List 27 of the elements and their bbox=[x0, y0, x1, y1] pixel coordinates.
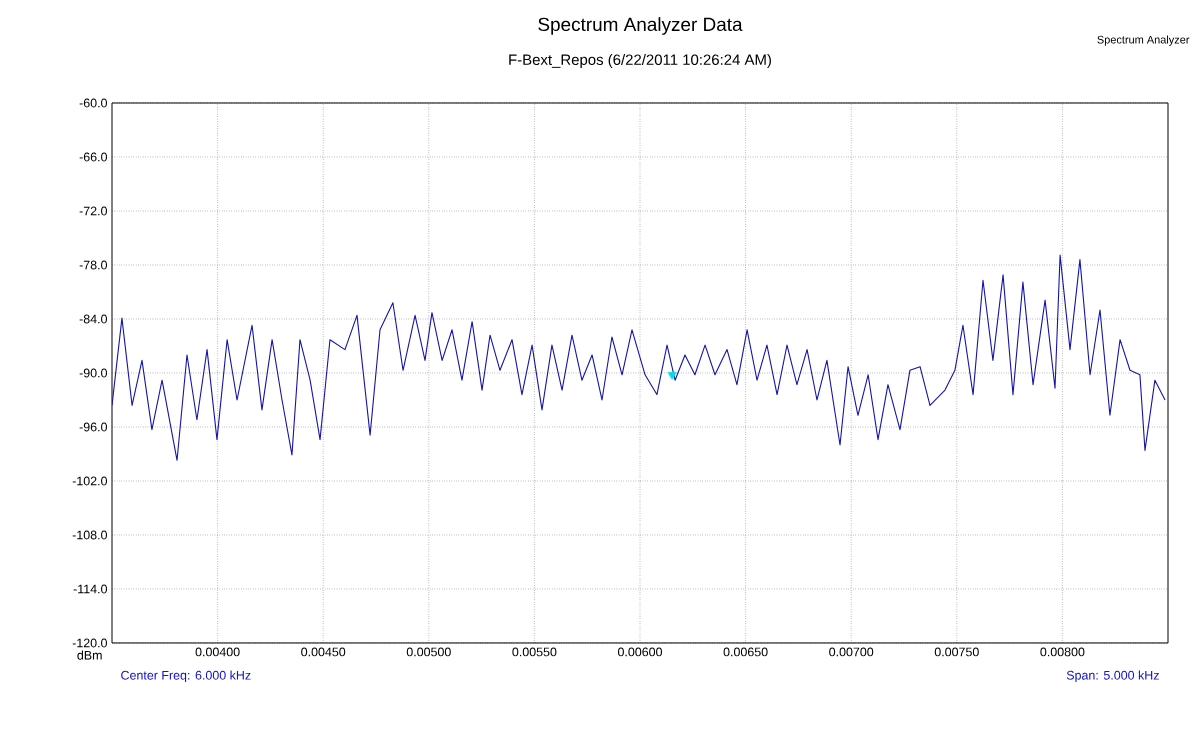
y-tick-label: -102.0 bbox=[72, 476, 107, 486]
y-tick-label: -72.0 bbox=[79, 206, 107, 216]
y-tick-label: -60.0 bbox=[79, 98, 107, 108]
x-tick-label: 0.00450 bbox=[301, 647, 346, 657]
text: Span: 5.000 kHz bbox=[1066, 670, 1159, 683]
text: Spectrum Analyzer bbox=[1097, 35, 1190, 46]
line-series bbox=[112, 254, 1166, 461]
x-tick-label: 0.00700 bbox=[829, 647, 874, 657]
x-tick-label: 0.00500 bbox=[406, 647, 451, 657]
x-tick-label: 0.00650 bbox=[723, 647, 768, 657]
y-tick-label: -78.0 bbox=[79, 260, 107, 270]
x-tick-label: 0.00400 bbox=[195, 647, 240, 657]
chart-title: Spectrum Analyzer Data bbox=[538, 17, 743, 35]
x-tick-label: 0.00550 bbox=[512, 647, 557, 657]
y-tick-label: -66.0 bbox=[79, 152, 107, 162]
x-tick-label: 0.00800 bbox=[1040, 647, 1085, 657]
x-tick-label: 0.00750 bbox=[934, 647, 979, 657]
y-axis-title: dBm bbox=[77, 650, 102, 660]
y-tick-label: -114.0 bbox=[73, 584, 107, 594]
text: Center Freq: 6.000 kHz bbox=[121, 670, 251, 683]
y-tick-label: -120.0 bbox=[72, 638, 107, 648]
y-tick-label: -96.0 bbox=[79, 422, 107, 432]
y-tick-label: -108.0 bbox=[72, 530, 107, 540]
x-tick-label: 0.00600 bbox=[617, 647, 663, 657]
y-tick-label: -84.0 bbox=[79, 314, 107, 324]
y-tick-label: -90.0 bbox=[79, 368, 107, 378]
chart-subtitle: F-Bext_Repos (6/22/2011 10:26:24 AM) bbox=[509, 54, 771, 68]
